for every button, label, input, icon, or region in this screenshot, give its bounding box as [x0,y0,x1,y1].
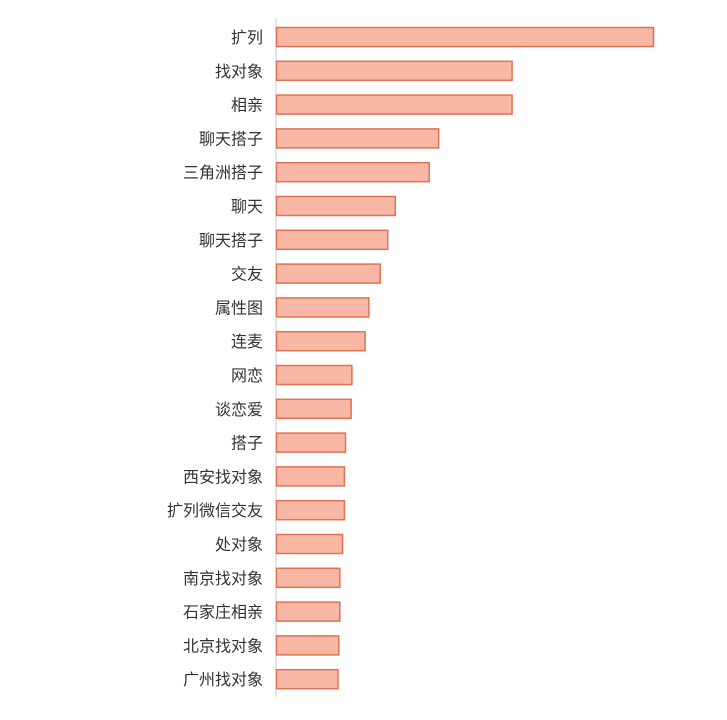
bar-5 [275,195,397,217]
category-label-15: 处对象 [215,535,263,554]
category-label-10: 网恋 [231,366,263,385]
bar-7 [275,263,381,284]
category-label-18: 北京找对象 [183,636,263,655]
bar-3 [275,128,440,149]
category-label-19: 广州找对象 [183,670,263,689]
category-label-3: 聊天搭子 [199,129,263,148]
bar-2 [275,94,513,115]
category-label-1: 找对象 [215,62,263,81]
bar-1 [275,60,513,82]
bar-11 [275,398,352,420]
bar-0 [275,26,655,48]
bar-16 [275,567,341,589]
category-label-9: 连麦 [231,332,263,351]
category-label-12: 搭子 [231,434,263,453]
category-label-7: 交友 [231,265,263,284]
bar-12 [275,432,347,453]
category-label-0: 扩列 [231,28,263,47]
category-label-16: 南京找对象 [183,569,263,588]
bar-19 [275,668,339,690]
category-label-11: 谈恋爱 [215,400,263,419]
category-label-5: 聊天 [231,197,263,216]
category-label-4: 三角洲搭子 [183,163,263,182]
category-label-14: 扩列微信交友 [167,501,263,520]
bar-18 [275,635,340,656]
category-label-2: 相亲 [231,96,263,115]
bar-6 [275,229,389,251]
bar-10 [275,364,353,386]
category-label-17: 石家庄相亲 [183,603,263,622]
bar-17 [275,601,341,622]
bar-13 [275,466,346,487]
category-label-13: 西安找对象 [183,467,263,486]
bar-4 [275,161,430,183]
bar-14 [275,499,346,521]
bar-9 [275,330,366,352]
bar-8 [275,297,370,318]
bar-15 [275,533,344,555]
category-label-8: 属性图 [215,298,263,317]
category-label-6: 聊天搭子 [199,231,263,250]
